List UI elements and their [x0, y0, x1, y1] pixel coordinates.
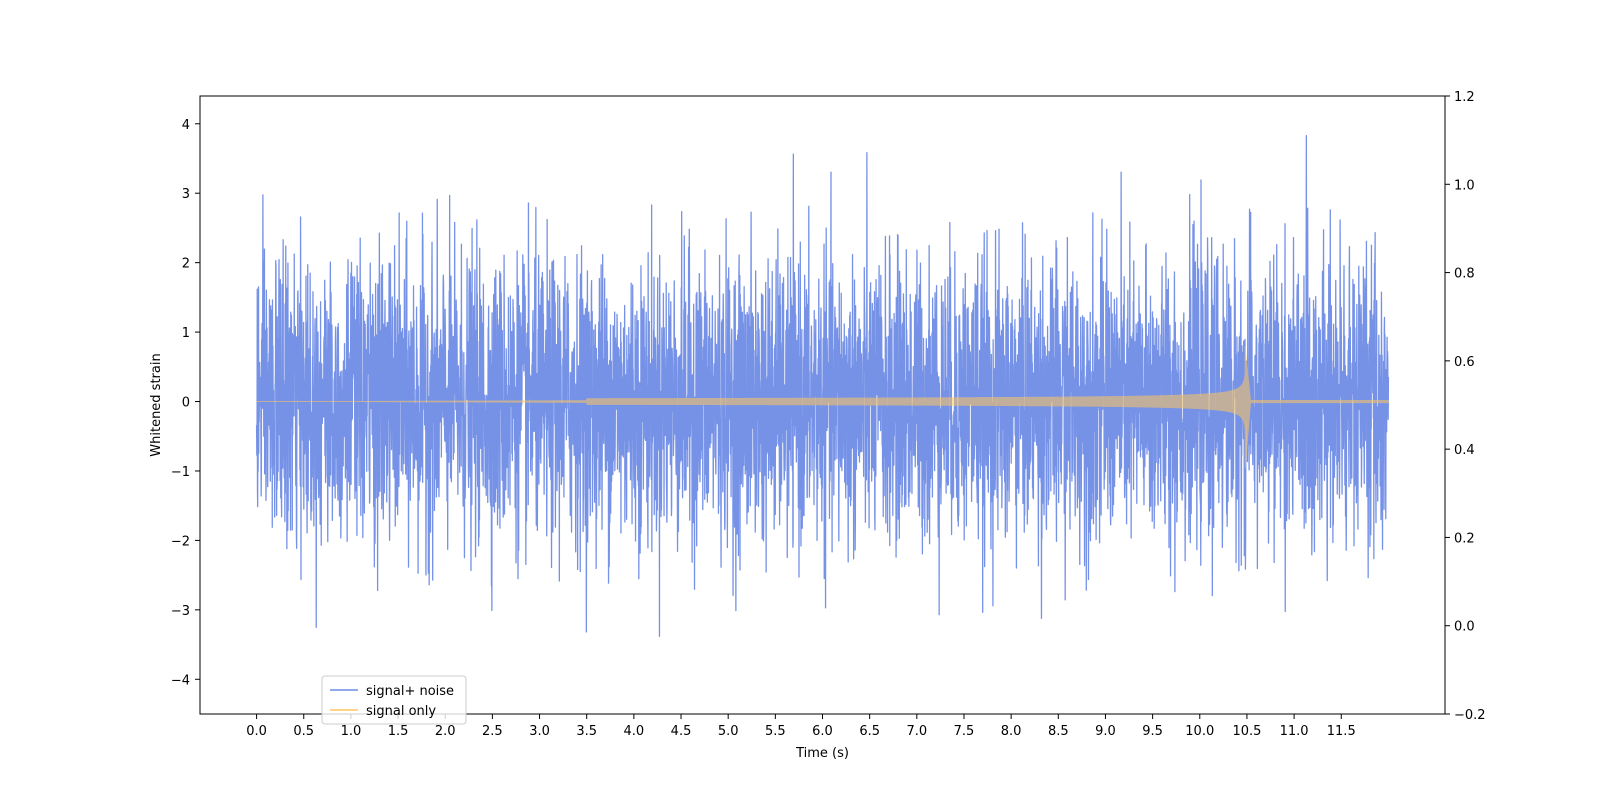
x-tick-label: 10.5: [1232, 724, 1261, 739]
y2-tick-label: 0.4: [1454, 443, 1475, 458]
x-tick-label: 1.0: [341, 724, 362, 739]
y-tick-label: 4: [182, 118, 190, 133]
x-tick-label: 9.5: [1142, 724, 1163, 739]
y2-tick-label: 1.0: [1454, 178, 1475, 193]
x-tick-label: 3.5: [576, 724, 597, 739]
series-signal-only: [256, 346, 1389, 469]
y2-tick-label: 1.2: [1454, 90, 1475, 105]
legend-label-signal-only: signal only: [366, 704, 436, 719]
y2-tick-label: 0.2: [1454, 531, 1475, 546]
y2-axis-ticks: −0.2 0.0 0.2 0.4 0.6 0.8 1.0 1.2: [1445, 90, 1486, 723]
y-tick-label: 3: [182, 187, 190, 202]
y-tick-label: 1: [182, 326, 190, 341]
y2-tick-label: 0.6: [1454, 355, 1475, 370]
x-axis-label: Time (s): [795, 746, 849, 761]
x-tick-label: 8.5: [1048, 724, 1069, 739]
series-layer: [255, 134, 1390, 638]
x-tick-label: 1.5: [388, 724, 409, 739]
y-axis-ticks: −4 −3 −2 −1 0 1 2 3 4: [171, 118, 200, 688]
y-tick-label: 2: [182, 257, 190, 272]
x-tick-label: 6.0: [812, 724, 833, 739]
x-tick-label: 7.0: [906, 724, 927, 739]
x-tick-label: 10.0: [1185, 724, 1214, 739]
y2-tick-label: 0.8: [1454, 267, 1475, 282]
x-tick-label: 2.5: [482, 724, 503, 739]
series-signal-noise: [255, 134, 1390, 638]
x-tick-label: 4.0: [624, 724, 645, 739]
legend: signal+ noise signal only: [321, 675, 467, 725]
x-tick-label: 0.5: [293, 724, 314, 739]
y-tick-label: −2: [171, 534, 190, 549]
x-tick-label: 6.5: [859, 724, 880, 739]
y-tick-label: −4: [171, 673, 190, 688]
x-tick-label: 8.0: [1001, 724, 1022, 739]
x-tick-label: 3.0: [529, 724, 550, 739]
x-tick-label: 5.0: [718, 724, 739, 739]
x-tick-label: 9.0: [1095, 724, 1116, 739]
legend-box: [321, 675, 467, 725]
y2-tick-label: −0.2: [1454, 708, 1486, 723]
x-tick-label: 2.0: [435, 724, 456, 739]
x-tick-label: 11.5: [1327, 724, 1356, 739]
x-axis-ticks: 0.0 0.5 1.0 1.5 2.0 2.5 3.0 3.5 4.0 4.5 5.0 5.5 6.0 6…: [246, 714, 1356, 739]
y-axis-label: Whitened strain: [149, 353, 164, 456]
x-tick-label: 11.0: [1280, 724, 1309, 739]
x-tick-label: 0.0: [246, 724, 267, 739]
y-tick-label: −1: [171, 465, 190, 480]
x-tick-label: 4.5: [671, 724, 692, 739]
legend-label-signal-noise: signal+ noise: [366, 684, 454, 699]
y-tick-label: −3: [171, 604, 190, 619]
y2-tick-label: 0.0: [1454, 620, 1475, 635]
y-tick-label: 0: [182, 396, 190, 411]
x-tick-label: 7.5: [954, 724, 975, 739]
x-tick-label: 5.5: [765, 724, 786, 739]
